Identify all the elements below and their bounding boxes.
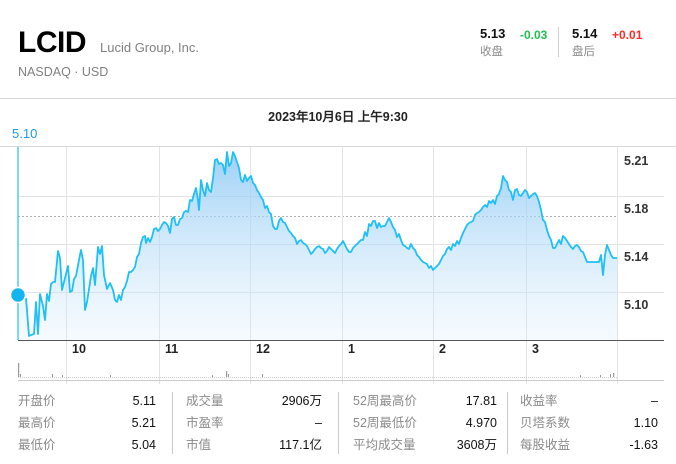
after-hours-price: 5.14: [572, 26, 598, 41]
volume-bars: [18, 363, 615, 377]
hover-marker: [9, 286, 27, 304]
y-tick-label: 5.14: [624, 250, 649, 264]
x-tick-label: 2: [439, 342, 446, 356]
price-chart[interactable]: [0, 140, 676, 385]
stats-divider: [338, 392, 339, 454]
stat-52w-high: 52周最高价 17.81: [353, 394, 497, 408]
key-statistics: 开盘价 5.11 最高价 5.21 最低价 5.04 成交量 2906万 市盈率 – 市值…: [0, 390, 676, 460]
stats-divider: [507, 392, 508, 454]
stat-yield: 收益率 –: [520, 394, 658, 408]
x-tick-label: 1: [348, 342, 355, 356]
x-tick-label: 10: [72, 342, 86, 356]
stats-column-52week: 52周最高价 17.81 52周最低价 4.970 平均成交量 3608万: [353, 390, 497, 456]
close-quote: 5.13 收盘 -0.03: [480, 26, 547, 59]
exchange-currency: NASDAQ · USD: [18, 65, 109, 79]
stats-column-volume: 成交量 2906万 市盈率 – 市值 117.1亿: [186, 390, 322, 456]
close-price: 5.13: [480, 26, 506, 41]
after-hours-label: 盘后: [572, 46, 595, 58]
stat-beta: 贝塔系数 1.10: [520, 416, 658, 430]
x-tick-label: 3: [532, 342, 539, 356]
ticker-symbol: LCID: [18, 26, 87, 59]
stats-column-earnings: 收益率 – 贝塔系数 1.10 每股收益 -1.63: [520, 390, 658, 456]
stat-pe: 市盈率 –: [186, 416, 322, 430]
company-name: Lucid Group, Inc.: [100, 40, 199, 55]
y-tick-label: 5.21: [624, 154, 649, 168]
hover-price: 5.10: [12, 126, 38, 141]
close-label: 收盘: [480, 46, 503, 58]
y-tick-label: 5.18: [624, 202, 649, 216]
quote-header: LCID Lucid Group, Inc. NASDAQ · USD 5.13…: [0, 0, 676, 98]
stats-column-price: 开盘价 5.11 最高价 5.21 最低价 5.04: [18, 390, 156, 456]
stat-market-cap: 市值 117.1亿: [186, 438, 322, 452]
after-hours-quote: 5.14 盘后 +0.01: [572, 26, 642, 59]
stats-divider: [172, 392, 173, 454]
after-hours-change: +0.01: [612, 28, 643, 42]
price-line: [25, 151, 617, 337]
stat-volume: 成交量 2906万: [186, 394, 322, 408]
x-tick-label: 12: [256, 342, 270, 356]
stat-avg-volume: 平均成交量 3608万: [353, 438, 497, 452]
price-area: [18, 152, 617, 340]
chart-top-border: [0, 146, 676, 147]
hover-datetime: 2023年10月6日 上午9:30: [268, 110, 408, 124]
stat-52w-low: 52周最低价 4.970: [353, 416, 497, 430]
close-change: -0.03: [520, 28, 548, 42]
quote-divider: [558, 27, 559, 57]
stat-low: 最低价 5.04: [18, 438, 156, 452]
stat-open: 开盘价 5.11: [18, 394, 156, 408]
stat-high: 最高价 5.21: [18, 416, 156, 430]
x-tick-label: 11: [165, 342, 179, 356]
stat-eps: 每股收益 -1.63: [520, 438, 658, 452]
header-divider: [0, 98, 676, 99]
y-tick-label: 5.10: [624, 298, 649, 312]
